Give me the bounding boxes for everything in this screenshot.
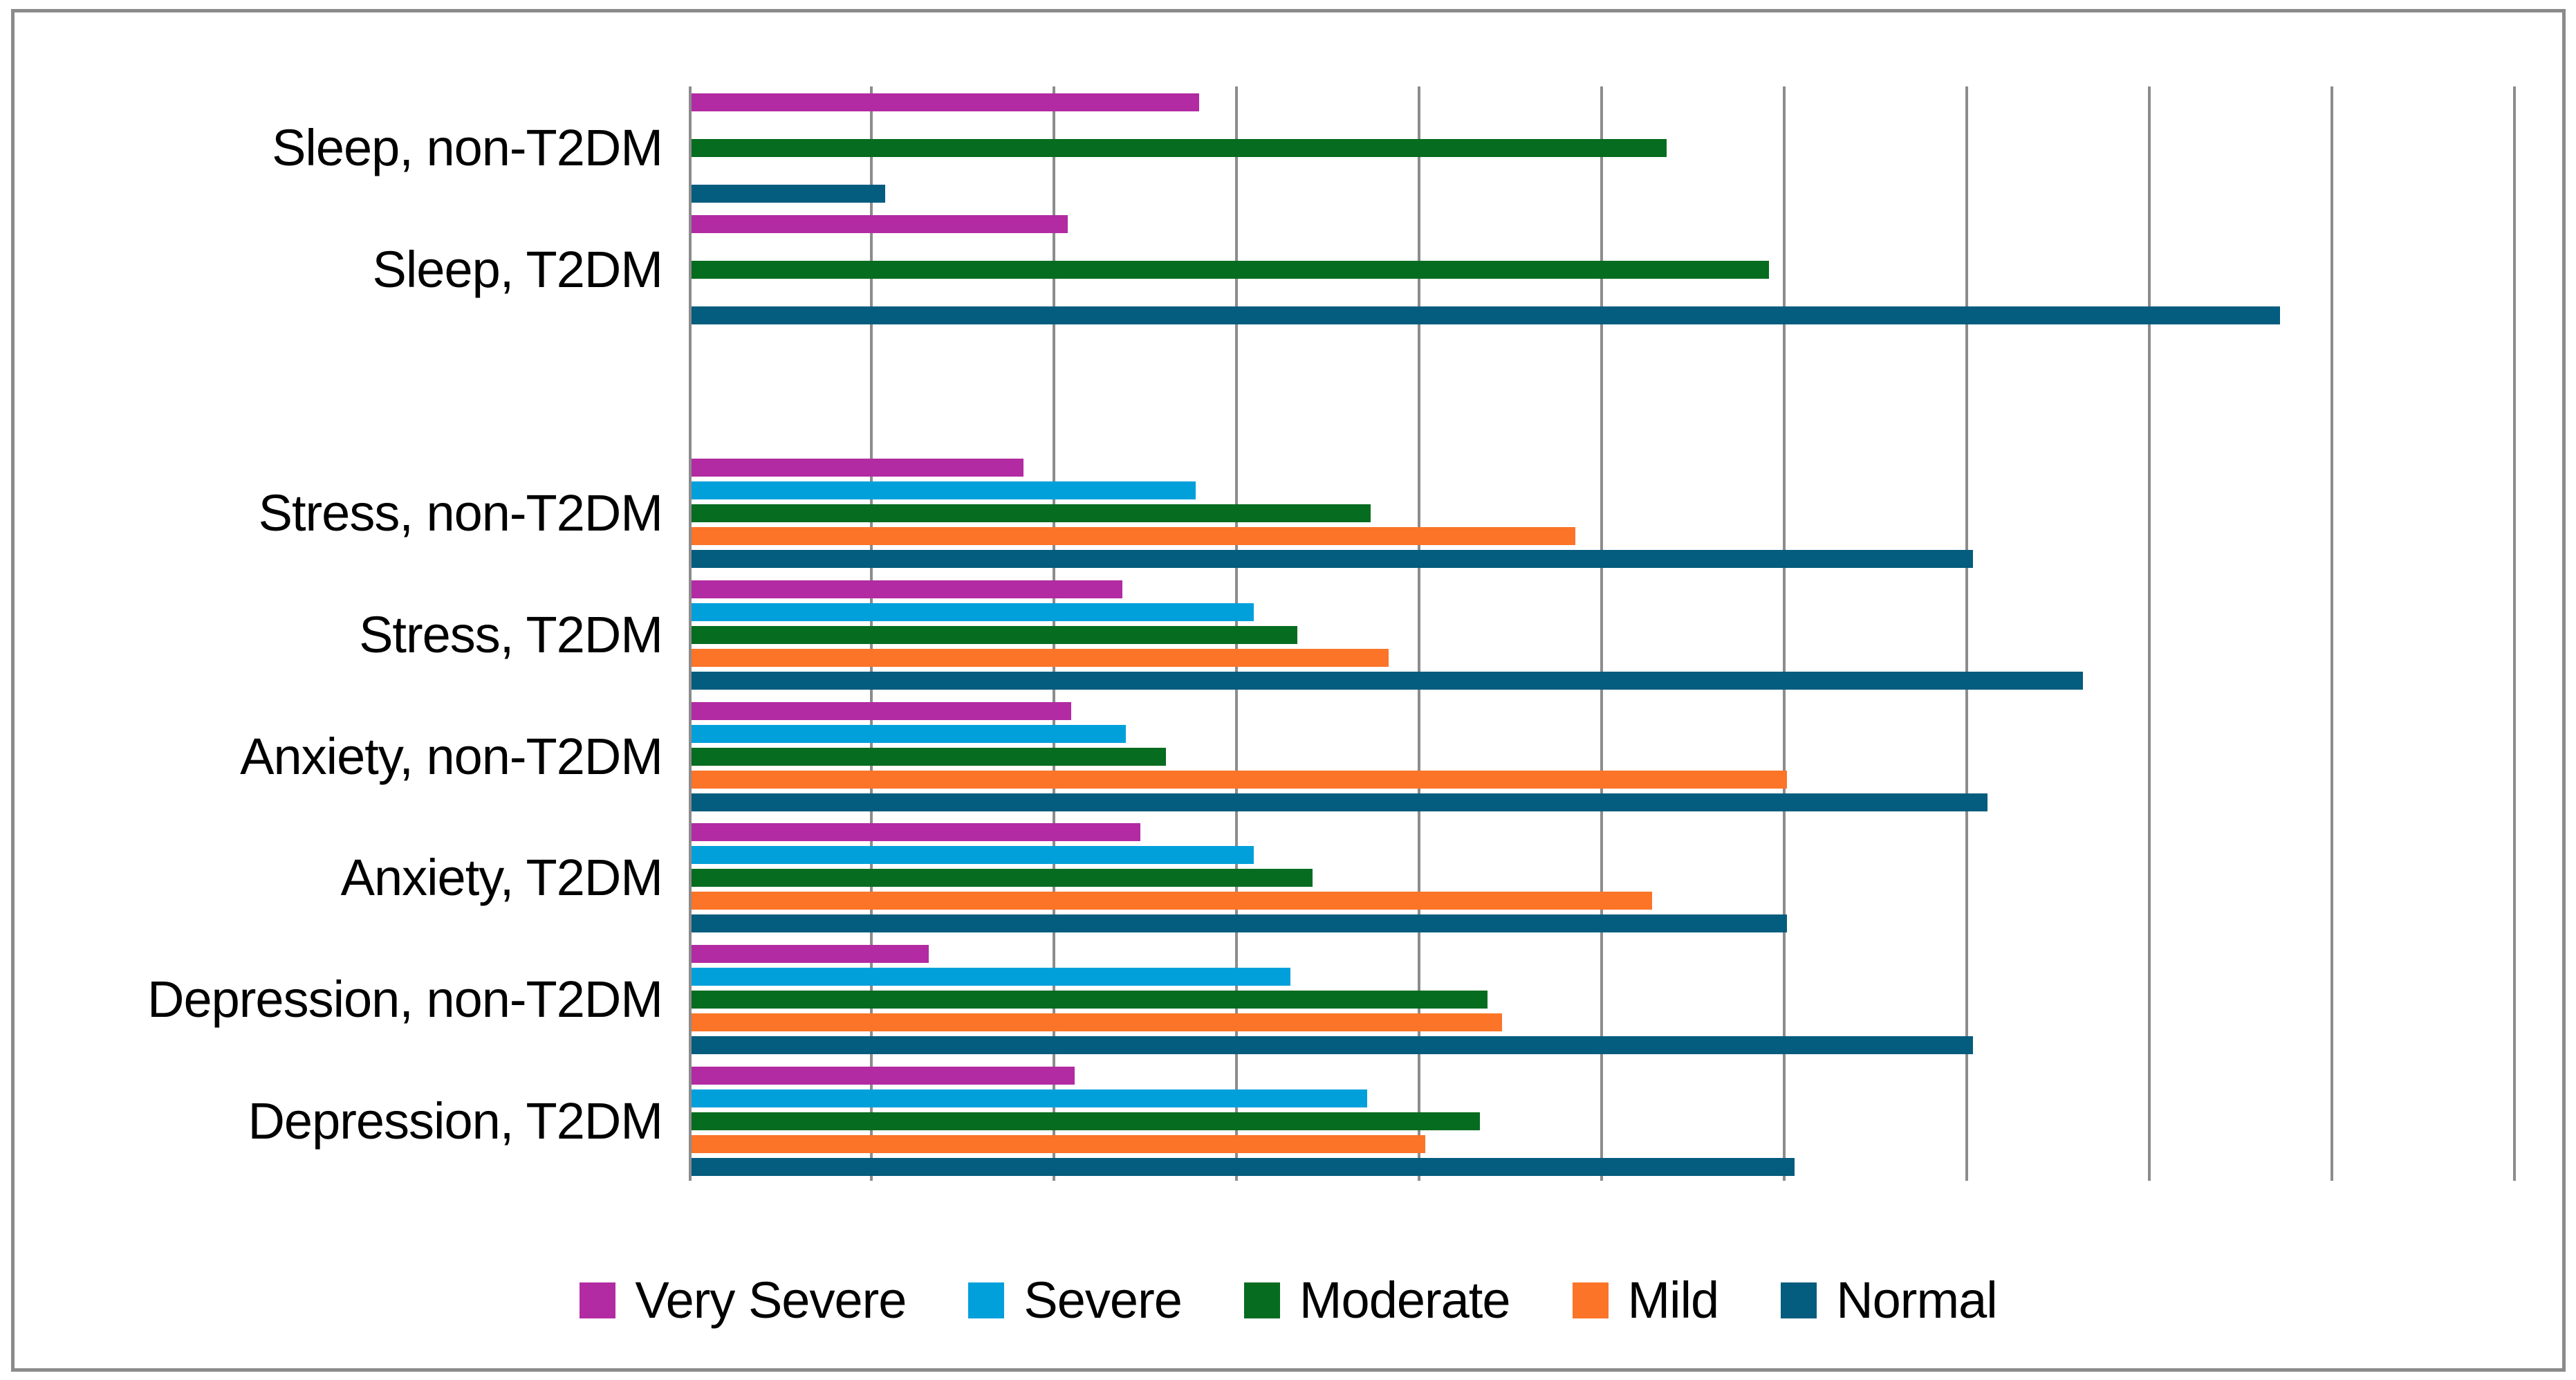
bar-very-severe xyxy=(692,458,1024,477)
legend-item-normal: Normal xyxy=(1781,1271,1998,1329)
bar-normal xyxy=(692,185,885,203)
bar-mild xyxy=(692,648,1389,667)
bar-mild xyxy=(692,1135,1426,1154)
bar-normal xyxy=(692,793,1988,811)
gridline xyxy=(1600,86,1603,1181)
category-row: Depression, T2DM xyxy=(248,1060,2514,1181)
bar-moderate xyxy=(692,747,1167,766)
bar-moderate xyxy=(692,625,1298,644)
bar-moderate xyxy=(692,991,1488,1009)
bar-mild xyxy=(692,1013,1503,1032)
legend-swatch-mild xyxy=(1572,1282,1609,1318)
legend-label: Normal xyxy=(1836,1271,1997,1329)
bar-very-severe xyxy=(692,214,1068,233)
bar-severe xyxy=(692,602,1254,621)
legend-label: Severe xyxy=(1023,1271,1182,1329)
legend-item-mild: Mild xyxy=(1572,1271,1720,1329)
category-label: Anxiety, non-T2DM xyxy=(240,727,663,785)
plot-area: Sleep, non-T2DM Sleep, T2DM Stress, non-T2… xyxy=(147,86,2516,1181)
bar-moderate xyxy=(692,869,1313,887)
bar-very-severe xyxy=(692,1067,1075,1085)
bar-severe xyxy=(692,1089,1367,1108)
legend-label: Moderate xyxy=(1299,1271,1511,1329)
bar-mild xyxy=(692,892,1652,910)
bar-severe xyxy=(692,481,1196,499)
legend-item-very-severe: Very Severe xyxy=(580,1271,907,1329)
category-row: Sleep, T2DM xyxy=(373,208,2514,330)
gridline xyxy=(1783,86,1786,1181)
bar-moderate xyxy=(692,1112,1481,1131)
bar-normal xyxy=(692,671,2083,690)
category-row: Sleep, non-T2DM xyxy=(272,86,2514,208)
gridline xyxy=(689,86,692,1181)
bar-severe xyxy=(692,846,1254,865)
gridline xyxy=(2513,86,2516,1181)
bar-moderate xyxy=(692,260,1769,279)
category-label: Sleep, non-T2DM xyxy=(272,119,663,176)
category-row: Stress, T2DM xyxy=(359,573,2514,695)
legend-label: Mild xyxy=(1627,1271,1720,1329)
bar-moderate xyxy=(692,139,1667,157)
category-row: Anxiety, non-T2DM xyxy=(240,695,2514,817)
bar-normal xyxy=(692,1158,1795,1177)
category-row: Anxiety, T2DM xyxy=(341,816,2514,938)
category-label: Sleep, T2DM xyxy=(372,240,663,298)
category-spacer-row xyxy=(689,330,2514,452)
bar-very-severe xyxy=(692,580,1123,598)
bar-severe xyxy=(692,968,1290,986)
bar-very-severe xyxy=(692,945,929,964)
gridline xyxy=(2148,86,2151,1181)
category-label: Stress, non-T2DM xyxy=(258,484,663,542)
category-label: Depression, non-T2DM xyxy=(147,970,663,1029)
gridline xyxy=(1418,86,1420,1181)
legend-label: Very Severe xyxy=(635,1271,907,1329)
legend-swatch-severe xyxy=(968,1282,1005,1318)
bar-normal xyxy=(692,306,2280,324)
chart-frame: Sleep, non-T2DM Sleep, T2DM Stress, non-T2… xyxy=(11,9,2566,1372)
category-row: Depression, non-T2DM xyxy=(147,938,2514,1060)
legend: Very Severe Severe Moderate Mild Normal xyxy=(15,1266,2562,1335)
legend-item-severe: Severe xyxy=(968,1271,1183,1329)
legend-swatch-normal xyxy=(1781,1282,1817,1318)
category-label: Depression, T2DM xyxy=(248,1092,663,1150)
bar-normal xyxy=(692,914,1787,933)
bar-mild xyxy=(692,770,1787,789)
bar-mild xyxy=(692,526,1575,545)
bar-normal xyxy=(692,1036,1974,1055)
bar-very-severe xyxy=(692,701,1072,720)
gridline xyxy=(1965,86,1968,1181)
bar-moderate xyxy=(692,504,1371,522)
category-label: Anxiety, T2DM xyxy=(340,849,663,907)
bar-severe xyxy=(692,724,1127,743)
category-label: Stress, T2DM xyxy=(359,605,663,663)
gridline xyxy=(2331,86,2333,1181)
category-row: Stress, non-T2DM xyxy=(259,452,2514,573)
bar-very-severe xyxy=(692,823,1141,842)
legend-swatch-moderate xyxy=(1243,1282,1280,1318)
legend-item-moderate: Moderate xyxy=(1243,1271,1511,1329)
bar-normal xyxy=(692,549,1974,568)
legend-swatch-very-severe xyxy=(580,1282,616,1318)
bar-very-severe xyxy=(692,93,1199,111)
